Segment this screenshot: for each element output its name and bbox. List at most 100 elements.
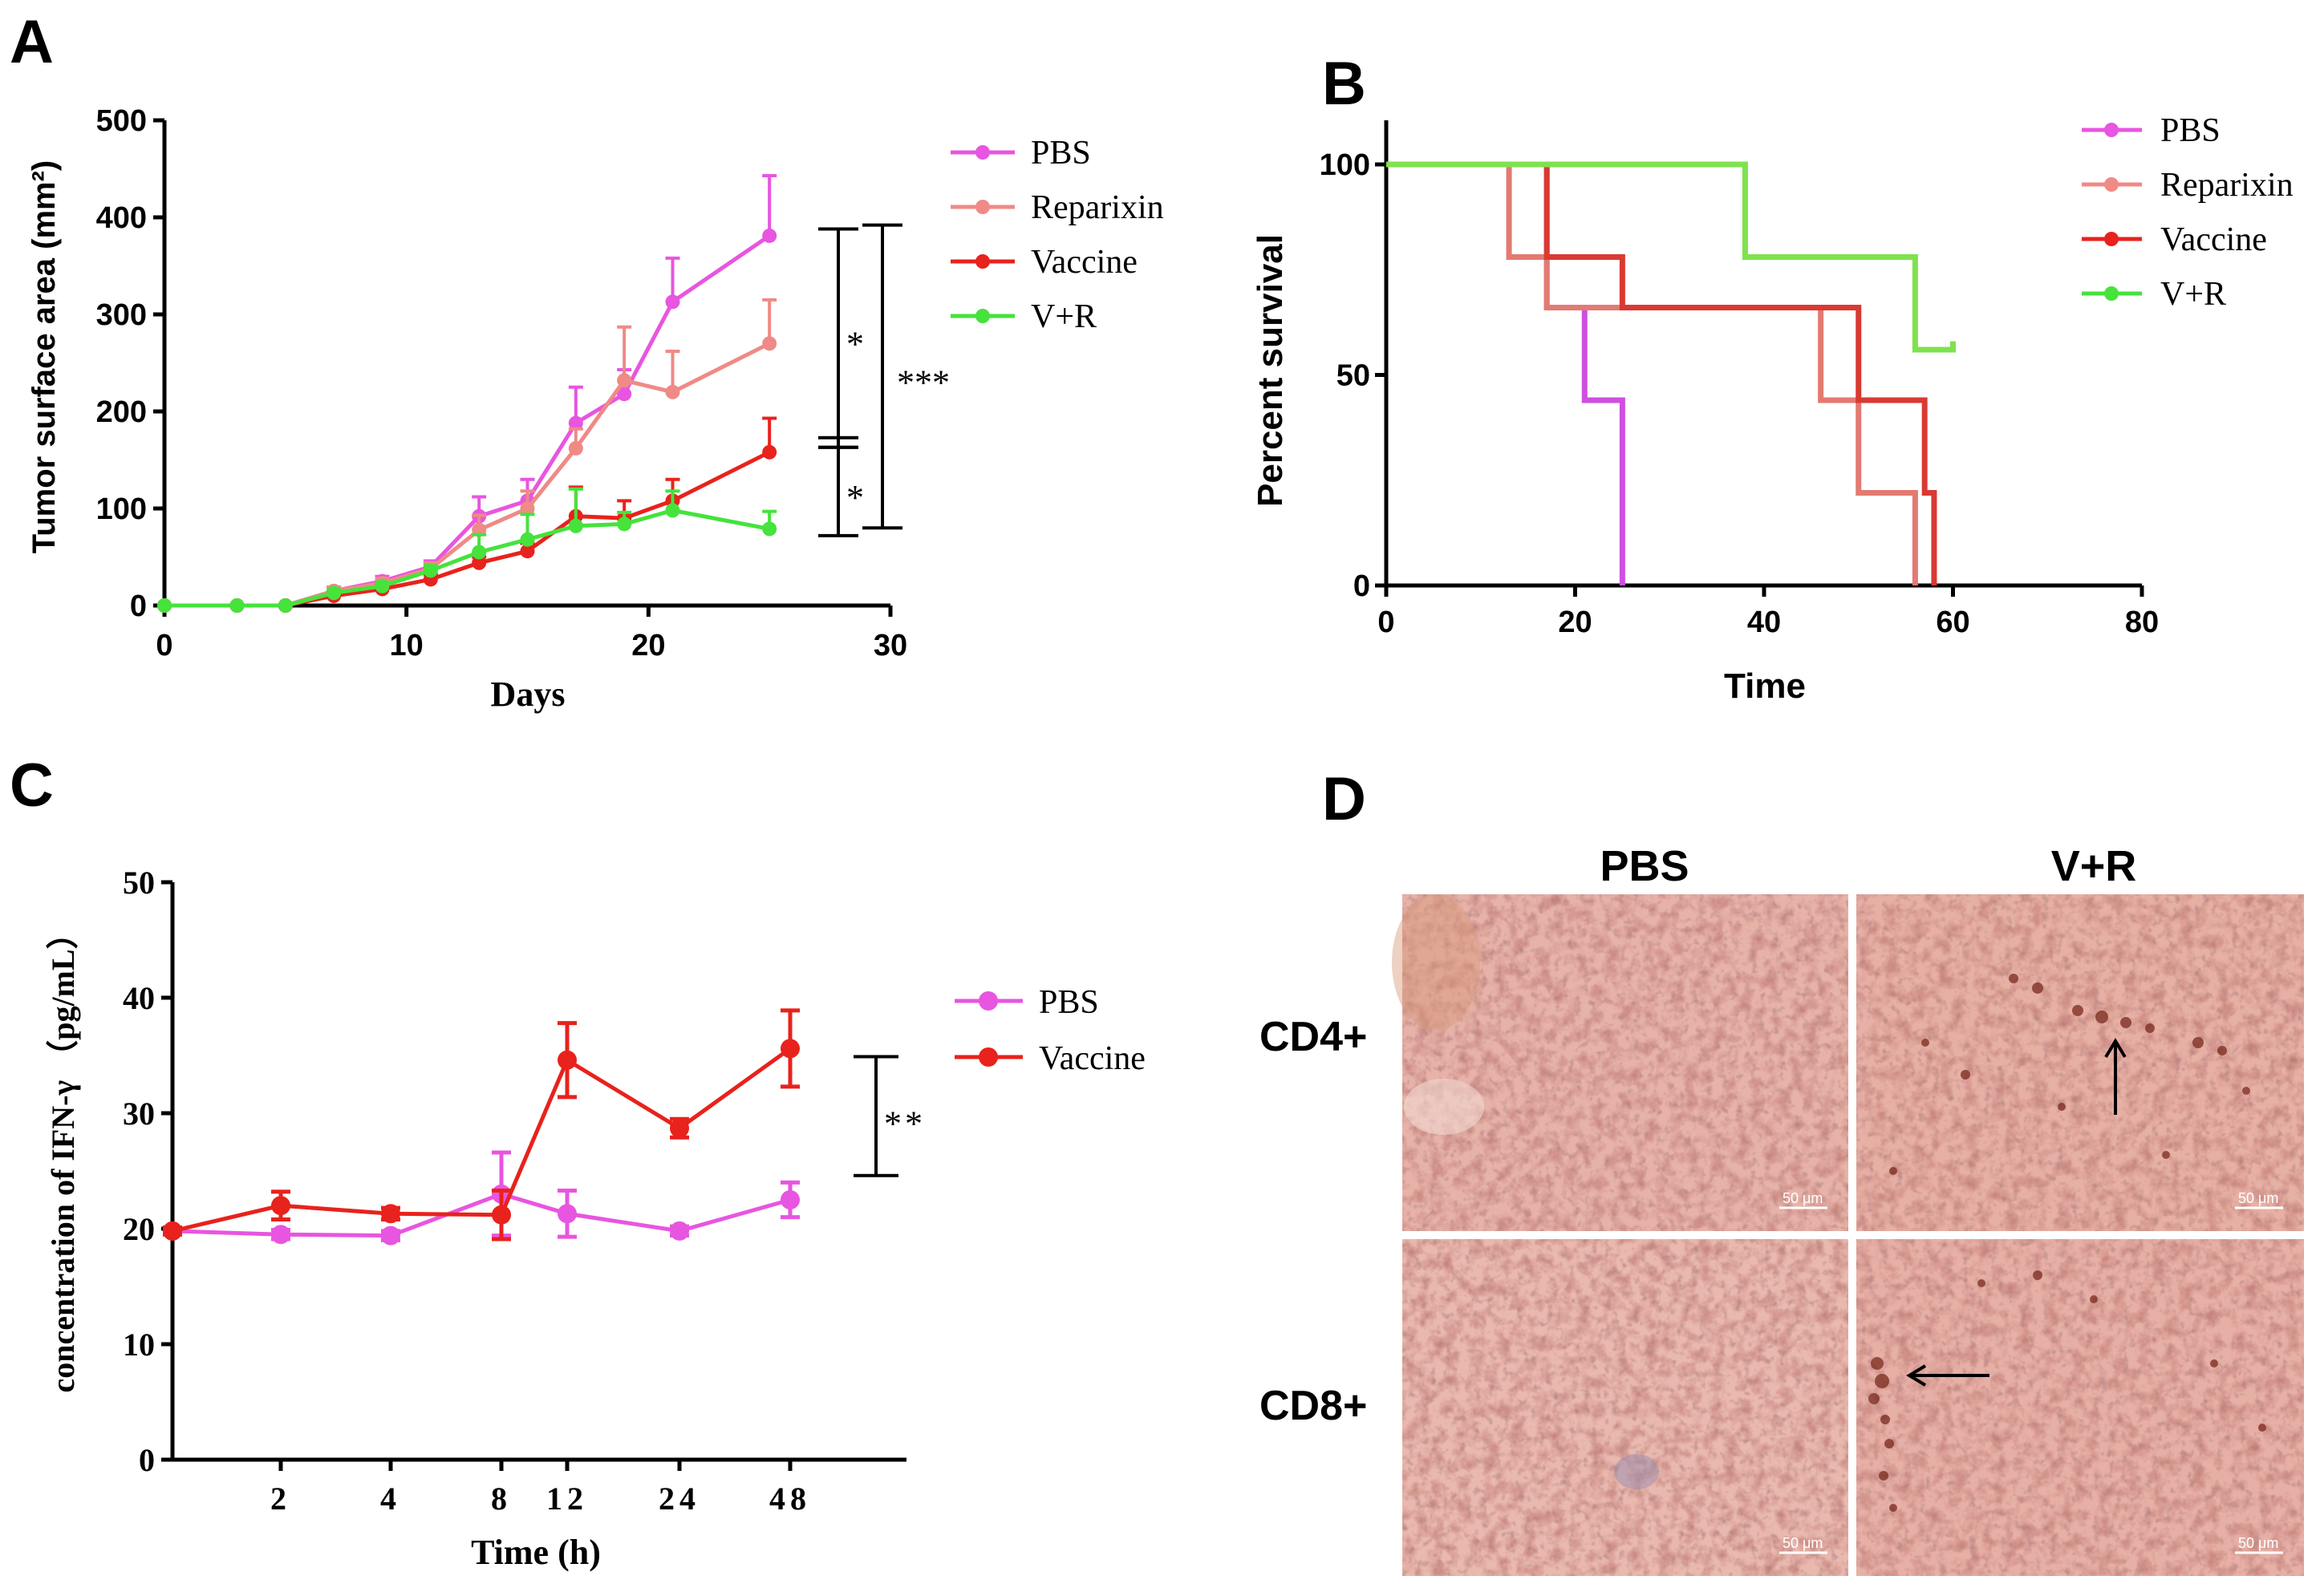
scale-bar-label: 50 μm xyxy=(2238,1535,2278,1551)
series-line xyxy=(164,508,770,608)
panel-c-series xyxy=(163,1008,800,1246)
data-point xyxy=(568,518,583,533)
legend-label: V+R xyxy=(2160,276,2226,313)
panel-c-axes xyxy=(170,882,906,1462)
scale-bar-label: 50 μm xyxy=(1783,1190,1823,1206)
panel-b-chart: 0 50 100 0 20 40 60 80 Time Percent survival P… xyxy=(1251,112,2294,706)
data-point xyxy=(781,1039,800,1059)
panel-c-significance: ** xyxy=(854,1055,926,1177)
x-tick-label: 20 xyxy=(1558,606,1592,639)
data-point xyxy=(617,373,632,388)
legend-label: Vaccine xyxy=(1031,244,1138,281)
series-vr xyxy=(157,487,777,613)
x-tick-label: 80 xyxy=(2125,606,2159,639)
y-tick-label: 50 xyxy=(123,865,155,901)
x-tick-label: 30 xyxy=(874,629,907,662)
legend-marker xyxy=(975,145,990,160)
x-tick-label: 40 xyxy=(1747,606,1781,639)
panel-b-x-label: Time xyxy=(1724,666,1806,706)
histology-vr-cd8: 50 μm xyxy=(1856,1239,2304,1576)
y-tick-label: 0 xyxy=(130,589,147,623)
panel-a-x-ticks: 0 10 20 30 xyxy=(156,606,907,662)
data-point xyxy=(670,1118,689,1138)
y-tick-label: 500 xyxy=(96,104,147,138)
legend-marker xyxy=(2104,123,2119,137)
histology-row-cd8: CD8+ xyxy=(1259,1383,1367,1429)
y-tick-label: 400 xyxy=(96,201,147,235)
data-point xyxy=(472,545,487,560)
data-point xyxy=(558,1050,577,1070)
data-point xyxy=(423,563,438,578)
data-point xyxy=(520,544,535,559)
scale-bar-label: 50 μm xyxy=(1783,1535,1823,1551)
data-point xyxy=(568,415,583,431)
x-tick-label: 60 xyxy=(1936,606,1969,639)
significance-label: *** xyxy=(897,363,950,402)
panel-a-chart: 0 100 200 300 400 500 0 10 20 30 Days Tumor surf… xyxy=(26,104,1164,714)
legend-marker xyxy=(979,1047,998,1067)
legend-marker xyxy=(975,254,990,269)
data-point xyxy=(229,598,245,613)
data-point xyxy=(381,1204,400,1224)
histology-col-pbs: PBS xyxy=(1600,842,1689,890)
y-tick-label: 20 xyxy=(123,1211,155,1247)
panel-b-axes xyxy=(1384,120,2142,588)
y-tick-label: 10 xyxy=(123,1327,155,1363)
x-tick-label: 48 xyxy=(769,1481,811,1517)
legend-label: Reparixin xyxy=(1031,189,1164,226)
panel-b-legend: PBS Reparixin Vaccine V+R xyxy=(2082,112,2294,313)
histology-row-cd4: CD4+ xyxy=(1259,1014,1367,1060)
panel-a-y-label: Tumor surface area (mm²) xyxy=(26,160,62,554)
panel-a-x-label: Days xyxy=(491,674,566,714)
y-tick-label: 100 xyxy=(1320,148,1370,182)
survival-vr xyxy=(1386,161,1956,353)
panel-c-legend: PBS Vaccine xyxy=(955,984,1146,1077)
histology-pbs-cd4: 50 μm xyxy=(1392,894,1848,1231)
data-point xyxy=(472,555,487,570)
panel-a-legend: PBS Reparixin Vaccine V+R xyxy=(951,135,1164,335)
panel-letter-b: B xyxy=(1322,50,1366,118)
data-point xyxy=(617,387,632,402)
legend-label: PBS xyxy=(1039,984,1099,1021)
data-point xyxy=(781,1190,800,1209)
panel-a-series xyxy=(157,173,777,613)
y-tick-label: 30 xyxy=(123,1096,155,1132)
legend-marker xyxy=(2104,177,2119,192)
panel-b-series xyxy=(1386,161,1956,585)
y-tick-label: 0 xyxy=(139,1442,155,1478)
y-tick-label: 300 xyxy=(96,298,147,332)
data-point xyxy=(568,440,583,456)
histology-vr-cd4: 50 μm xyxy=(1856,894,2304,1231)
scale-bar-label: 50 μm xyxy=(2238,1190,2278,1206)
legend-label: Reparixin xyxy=(2160,167,2294,204)
data-point xyxy=(326,585,342,601)
y-tick-label: 200 xyxy=(96,395,147,429)
data-point xyxy=(762,228,777,243)
data-point xyxy=(558,1204,577,1224)
data-point xyxy=(492,1205,511,1225)
series-pbs xyxy=(163,1150,800,1246)
significance-label: * xyxy=(846,478,864,517)
data-point xyxy=(665,384,680,399)
data-point xyxy=(520,501,535,516)
y-tick-label: 0 xyxy=(1353,569,1370,603)
panel-c-x-label: Time (h) xyxy=(471,1533,601,1572)
data-point xyxy=(520,532,535,547)
significance-label: ** xyxy=(884,1104,926,1144)
survival-reparixin xyxy=(1386,161,1918,585)
panel-a-significance: ***** xyxy=(818,223,950,537)
legend-label: PBS xyxy=(1031,135,1091,172)
legend-label: Vaccine xyxy=(2160,221,2267,258)
legend-label: Vaccine xyxy=(1039,1040,1146,1077)
series-vaccine xyxy=(157,416,777,613)
panel-c-y-label: concentration of IFN-γ （pg/mL） xyxy=(45,917,81,1392)
legend-marker xyxy=(2104,286,2119,301)
data-point xyxy=(670,1221,689,1241)
panel-letter-c: C xyxy=(10,751,54,820)
legend-marker xyxy=(975,200,990,214)
legend-label: PBS xyxy=(2160,112,2221,149)
arrow-icon xyxy=(1906,1364,1989,1387)
y-tick-label: 40 xyxy=(123,980,155,1016)
